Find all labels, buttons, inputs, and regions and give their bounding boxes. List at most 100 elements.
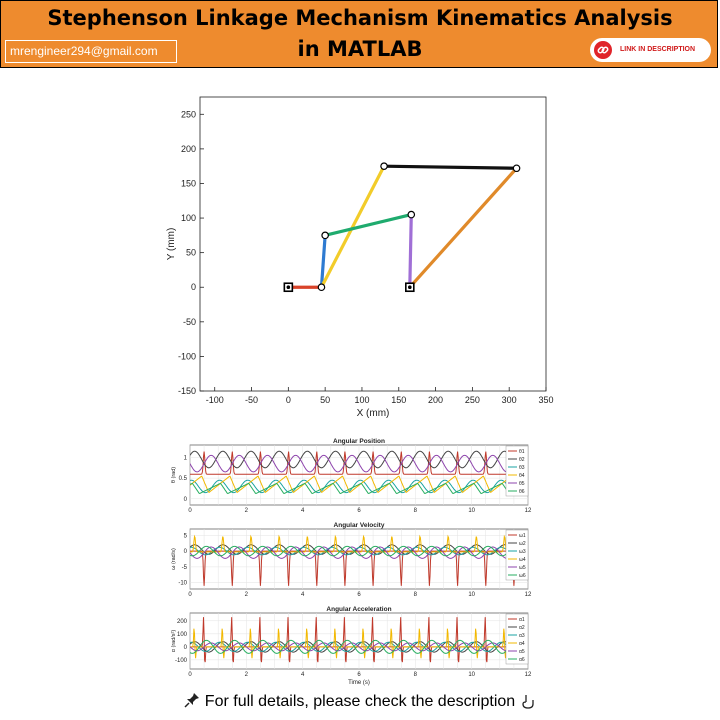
legend-label: ω4 (519, 557, 526, 563)
y-tick-label: -100 (178, 351, 196, 361)
x-tick-label: 8 (414, 508, 418, 514)
x-tick-label: 200 (428, 395, 443, 405)
series-line (190, 641, 528, 652)
legend-label: α4 (519, 641, 525, 647)
series-group (190, 450, 528, 495)
series-line (190, 545, 528, 557)
y-tick-label: 100 (181, 213, 196, 223)
y-tick-label: 1 (184, 455, 188, 461)
x-tick-label: 50 (320, 395, 330, 405)
link-icon (594, 41, 612, 59)
ground-pivot-center (408, 285, 412, 290)
y-tick-label: 0.5 (179, 476, 188, 482)
pointing-down-icon (520, 693, 536, 710)
joint (380, 162, 388, 170)
y-tick-label: -100 (175, 658, 188, 664)
y-tick-label: -5 (182, 565, 188, 571)
y-axis-label: Y (mm) (166, 228, 177, 261)
legend-label: α5 (519, 649, 525, 655)
linkage-plot: -100 -50 0 50 100 150 200 250 300 350 -150 -100 -50 0… (166, 96, 554, 419)
y-tick-label: 0 (184, 549, 188, 555)
x-tick-label: 0 (188, 672, 192, 678)
x-tick-label: 6 (357, 592, 361, 598)
y-axis-label: θ (rad) (171, 467, 177, 483)
legend-label: ω6 (519, 573, 526, 579)
series-line (190, 642, 528, 652)
y-tick-label: 250 (181, 109, 196, 119)
joint (321, 231, 329, 240)
plot-area (199, 96, 547, 392)
panel-title: Angular Position (333, 438, 385, 445)
legend-label: α1 (519, 617, 525, 623)
page-title-line1: Stephenson Linkage Mechanism Kinematics … (47, 6, 673, 30)
legend-label: α6 (519, 657, 525, 663)
legend-label: ω1 (519, 533, 526, 539)
y-tick-label: -10 (178, 581, 187, 587)
x-tick-label: -100 (206, 395, 224, 405)
legend-label: θ2 (519, 457, 525, 463)
series-group (190, 617, 528, 663)
series-line (190, 641, 528, 653)
page-title-line2: in MATLAB (297, 37, 423, 61)
legend-label: ω2 (519, 541, 526, 547)
angular-position-plot: Angular Position 0 2 4 6 8 10 12 0 0.5 1 θ (rad) θ1 θ… (171, 438, 532, 514)
x-tick-label: 350 (538, 395, 553, 405)
angular-acceleration-plot: Angular Acceleration 0 2 4 6 8 10 12 -100 0 100 200… (171, 606, 532, 686)
legend-label: θ4 (519, 473, 525, 479)
legend-label: α2 (519, 625, 525, 631)
x-tick-label: 4 (301, 672, 305, 678)
x-tick-label: 300 (502, 395, 517, 405)
link-in-description-button[interactable]: LINK IN DESCRIPTION (590, 38, 711, 62)
x-tick-label: 2 (245, 672, 249, 678)
linkage-bar (408, 166, 519, 289)
panel-title: Angular Acceleration (326, 606, 391, 613)
joint (407, 210, 416, 219)
linkage-bar (323, 213, 413, 237)
legend-label: θ3 (519, 465, 525, 471)
ground-pivot-center (286, 285, 291, 290)
series-line (190, 450, 528, 469)
legend-box (505, 445, 529, 497)
linkage-bar (319, 164, 386, 289)
y-axis-label: ω (rad/s) (171, 548, 177, 570)
x-tick-label: 8 (414, 592, 418, 598)
x-tick-label: 0 (188, 592, 192, 598)
title-banner (0, 0, 718, 68)
series-line (190, 475, 528, 493)
linkage-bar (382, 164, 519, 170)
x-tick-label: 4 (301, 592, 305, 598)
legend-label: θ5 (519, 481, 525, 487)
legend-label: ω3 (519, 549, 526, 555)
series-line (190, 546, 528, 559)
y-tick-label: 200 (181, 144, 196, 154)
y-tick-label: -50 (183, 317, 196, 327)
legend-label: θ6 (519, 489, 525, 495)
y-axis-label: α (rad/s²) (171, 630, 177, 653)
series-line (190, 550, 528, 586)
x-tick-label: 0 (286, 395, 291, 405)
x-tick-label: 6 (357, 672, 361, 678)
series-line (190, 546, 528, 556)
y-tick-label: 200 (177, 619, 188, 625)
x-tick-label: 250 (465, 395, 480, 405)
x-axis-label: Time (s) (348, 680, 370, 686)
series-line (190, 454, 528, 473)
x-tick-label: 12 (525, 672, 532, 678)
joint (317, 283, 326, 292)
x-tick-label: 100 (354, 395, 369, 405)
y-tick-label: 150 (181, 178, 196, 188)
series-line (190, 482, 528, 495)
x-axis-label: X (mm) (357, 408, 390, 419)
legend-label: θ1 (519, 449, 525, 455)
joint (512, 164, 521, 173)
legend-label: ω5 (519, 565, 526, 571)
linkage-bar (319, 233, 327, 289)
panel-title: Angular Velocity (334, 522, 385, 529)
pushpin-icon (184, 693, 204, 710)
series-line (190, 639, 528, 654)
x-tick-label: 6 (357, 508, 361, 514)
email-label: mrengineer294@gmail.com (5, 40, 177, 63)
link-label: LINK IN DESCRIPTION (620, 46, 696, 53)
y-tick-label: 0 (191, 282, 196, 292)
legend-label: α3 (519, 633, 525, 639)
